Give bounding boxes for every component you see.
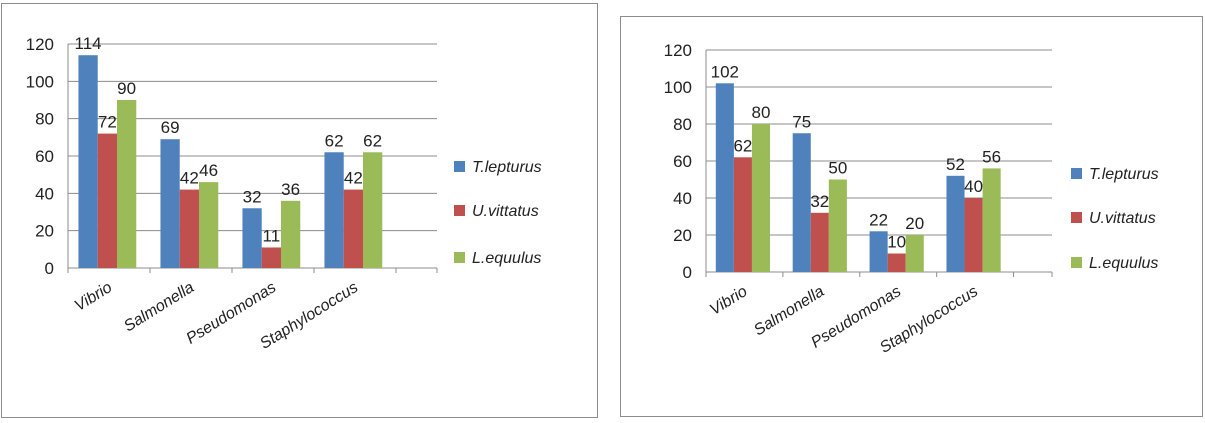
- legend-swatch-l-equulus: [454, 252, 465, 263]
- data-label-u-vittatus-vibrio: 62: [733, 136, 752, 155]
- y-tick-label: 100: [26, 72, 54, 91]
- data-label-l-equulus-staphylococcus: 56: [982, 147, 1001, 166]
- data-label-l-equulus-staphylococcus: 62: [363, 131, 382, 150]
- bar-l-equulus-staphylococcus: [982, 168, 1001, 272]
- bar-l-equulus-staphylococcus: [362, 152, 383, 268]
- bar-l-equulus-salmonella: [828, 179, 847, 272]
- bar-t-lepturus-vibrio: [715, 83, 734, 272]
- bar-u-vittatus-vibrio: [733, 157, 752, 272]
- bar-t-lepturus-staphylococcus: [324, 152, 344, 268]
- bar-u-vittatus-staphylococcus: [343, 189, 363, 268]
- data-label-t-lepturus-salmonella: 75: [792, 112, 811, 131]
- legend-label-t-lepturus: T.lepturus: [472, 159, 542, 176]
- data-label-u-vittatus-salmonella: 32: [810, 192, 829, 211]
- bar-u-vittatus-pseudomonas: [261, 247, 281, 268]
- data-label-l-equulus-vibrio: 80: [752, 103, 771, 122]
- y-tick-label: 100: [664, 78, 692, 97]
- data-label-l-equulus-salmonella: 46: [199, 161, 218, 180]
- data-label-u-vittatus-staphylococcus: 42: [344, 169, 363, 188]
- data-label-u-vittatus-pseudomonas: 10: [887, 233, 906, 252]
- bar-u-vittatus-pseudomonas: [887, 253, 906, 272]
- chart-panel-right: 0 20 40 60 80 100 120 102 62 80 Vibrio 75 32 50 Salmon…: [611, 0, 1205, 418]
- legend-label-l-equulus: L.equulus: [1089, 255, 1158, 272]
- bar-l-equulus-pseudomonas: [280, 200, 301, 268]
- y-tick-label: 0: [45, 259, 54, 278]
- legend-swatch-t-lepturus: [1071, 168, 1082, 179]
- bar-t-lepturus-pseudomonas: [242, 208, 262, 268]
- data-label-t-lepturus-vibrio: 102: [711, 62, 739, 81]
- legend-swatch-t-lepturus: [454, 161, 465, 172]
- bar-u-vittatus-vibrio: [97, 133, 117, 268]
- y-tick-label: 80: [673, 115, 692, 134]
- legend-swatch-u-vittatus: [454, 205, 465, 216]
- data-label-t-lepturus-staphylococcus: 62: [325, 131, 344, 150]
- chart-panel-left: 0 20 40 60 80 100 120 114 72 90 Vibrio 69 42 46 Salmon…: [0, 0, 598, 418]
- legend-swatch-l-equulus: [1071, 257, 1082, 268]
- data-label-l-equulus-pseudomonas: 20: [905, 214, 924, 233]
- bar-t-lepturus-salmonella: [792, 133, 811, 272]
- bar-t-lepturus-staphylococcus: [946, 175, 965, 272]
- data-label-l-equulus-pseudomonas: 36: [281, 180, 300, 199]
- y-tick-label: 120: [664, 41, 692, 60]
- y-tick-label: 40: [35, 184, 54, 203]
- bar-l-equulus-vibrio: [751, 124, 771, 272]
- data-label-u-vittatus-staphylococcus: 40: [964, 177, 983, 196]
- y-tick-label: 60: [673, 152, 692, 171]
- data-label-l-equulus-vibrio: 90: [117, 79, 136, 98]
- legend-label-t-lepturus: T.lepturus: [1089, 166, 1159, 183]
- bar-chart: 0204060801001201026280Vibrio753250Salmon…: [620, 16, 1203, 417]
- y-tick-label: 80: [35, 110, 54, 129]
- bar-u-vittatus-staphylococcus: [964, 198, 983, 272]
- legend-swatch-u-vittatus: [1071, 212, 1082, 223]
- bar-t-lepturus-pseudomonas: [869, 231, 888, 272]
- data-label-t-lepturus-staphylococcus: 52: [946, 155, 965, 174]
- bar-t-lepturus-salmonella: [160, 139, 180, 268]
- data-label-u-vittatus-salmonella: 42: [180, 169, 199, 188]
- y-tick-label: 20: [673, 226, 692, 245]
- data-label-u-vittatus-vibrio: 72: [98, 113, 117, 132]
- bar-l-equulus-salmonella: [198, 182, 219, 268]
- data-label-t-lepturus-pseudomonas: 32: [243, 187, 262, 206]
- bar-u-vittatus-salmonella: [179, 189, 199, 268]
- legend-label-u-vittatus: U.vittatus: [472, 203, 539, 220]
- bar-l-equulus-vibrio: [116, 100, 137, 268]
- data-label-u-vittatus-pseudomonas: 11: [263, 226, 281, 245]
- y-tick-label: 40: [673, 189, 692, 208]
- data-label-t-lepturus-vibrio: 114: [75, 34, 102, 53]
- bar-l-equulus-pseudomonas: [905, 235, 924, 272]
- bar-t-lepturus-vibrio: [78, 55, 98, 269]
- data-label-t-lepturus-pseudomonas: 22: [869, 210, 888, 229]
- bar-u-vittatus-salmonella: [810, 212, 829, 272]
- data-label-t-lepturus-salmonella: 69: [161, 118, 180, 137]
- y-tick-label: 20: [35, 222, 54, 241]
- y-tick-label: 60: [35, 147, 54, 166]
- data-label-l-equulus-salmonella: 50: [828, 159, 847, 178]
- legend-label-l-equulus: L.equulus: [472, 250, 541, 267]
- y-tick-label: 0: [683, 263, 692, 282]
- y-tick-label: 120: [26, 35, 54, 54]
- legend-label-u-vittatus: U.vittatus: [1089, 210, 1156, 227]
